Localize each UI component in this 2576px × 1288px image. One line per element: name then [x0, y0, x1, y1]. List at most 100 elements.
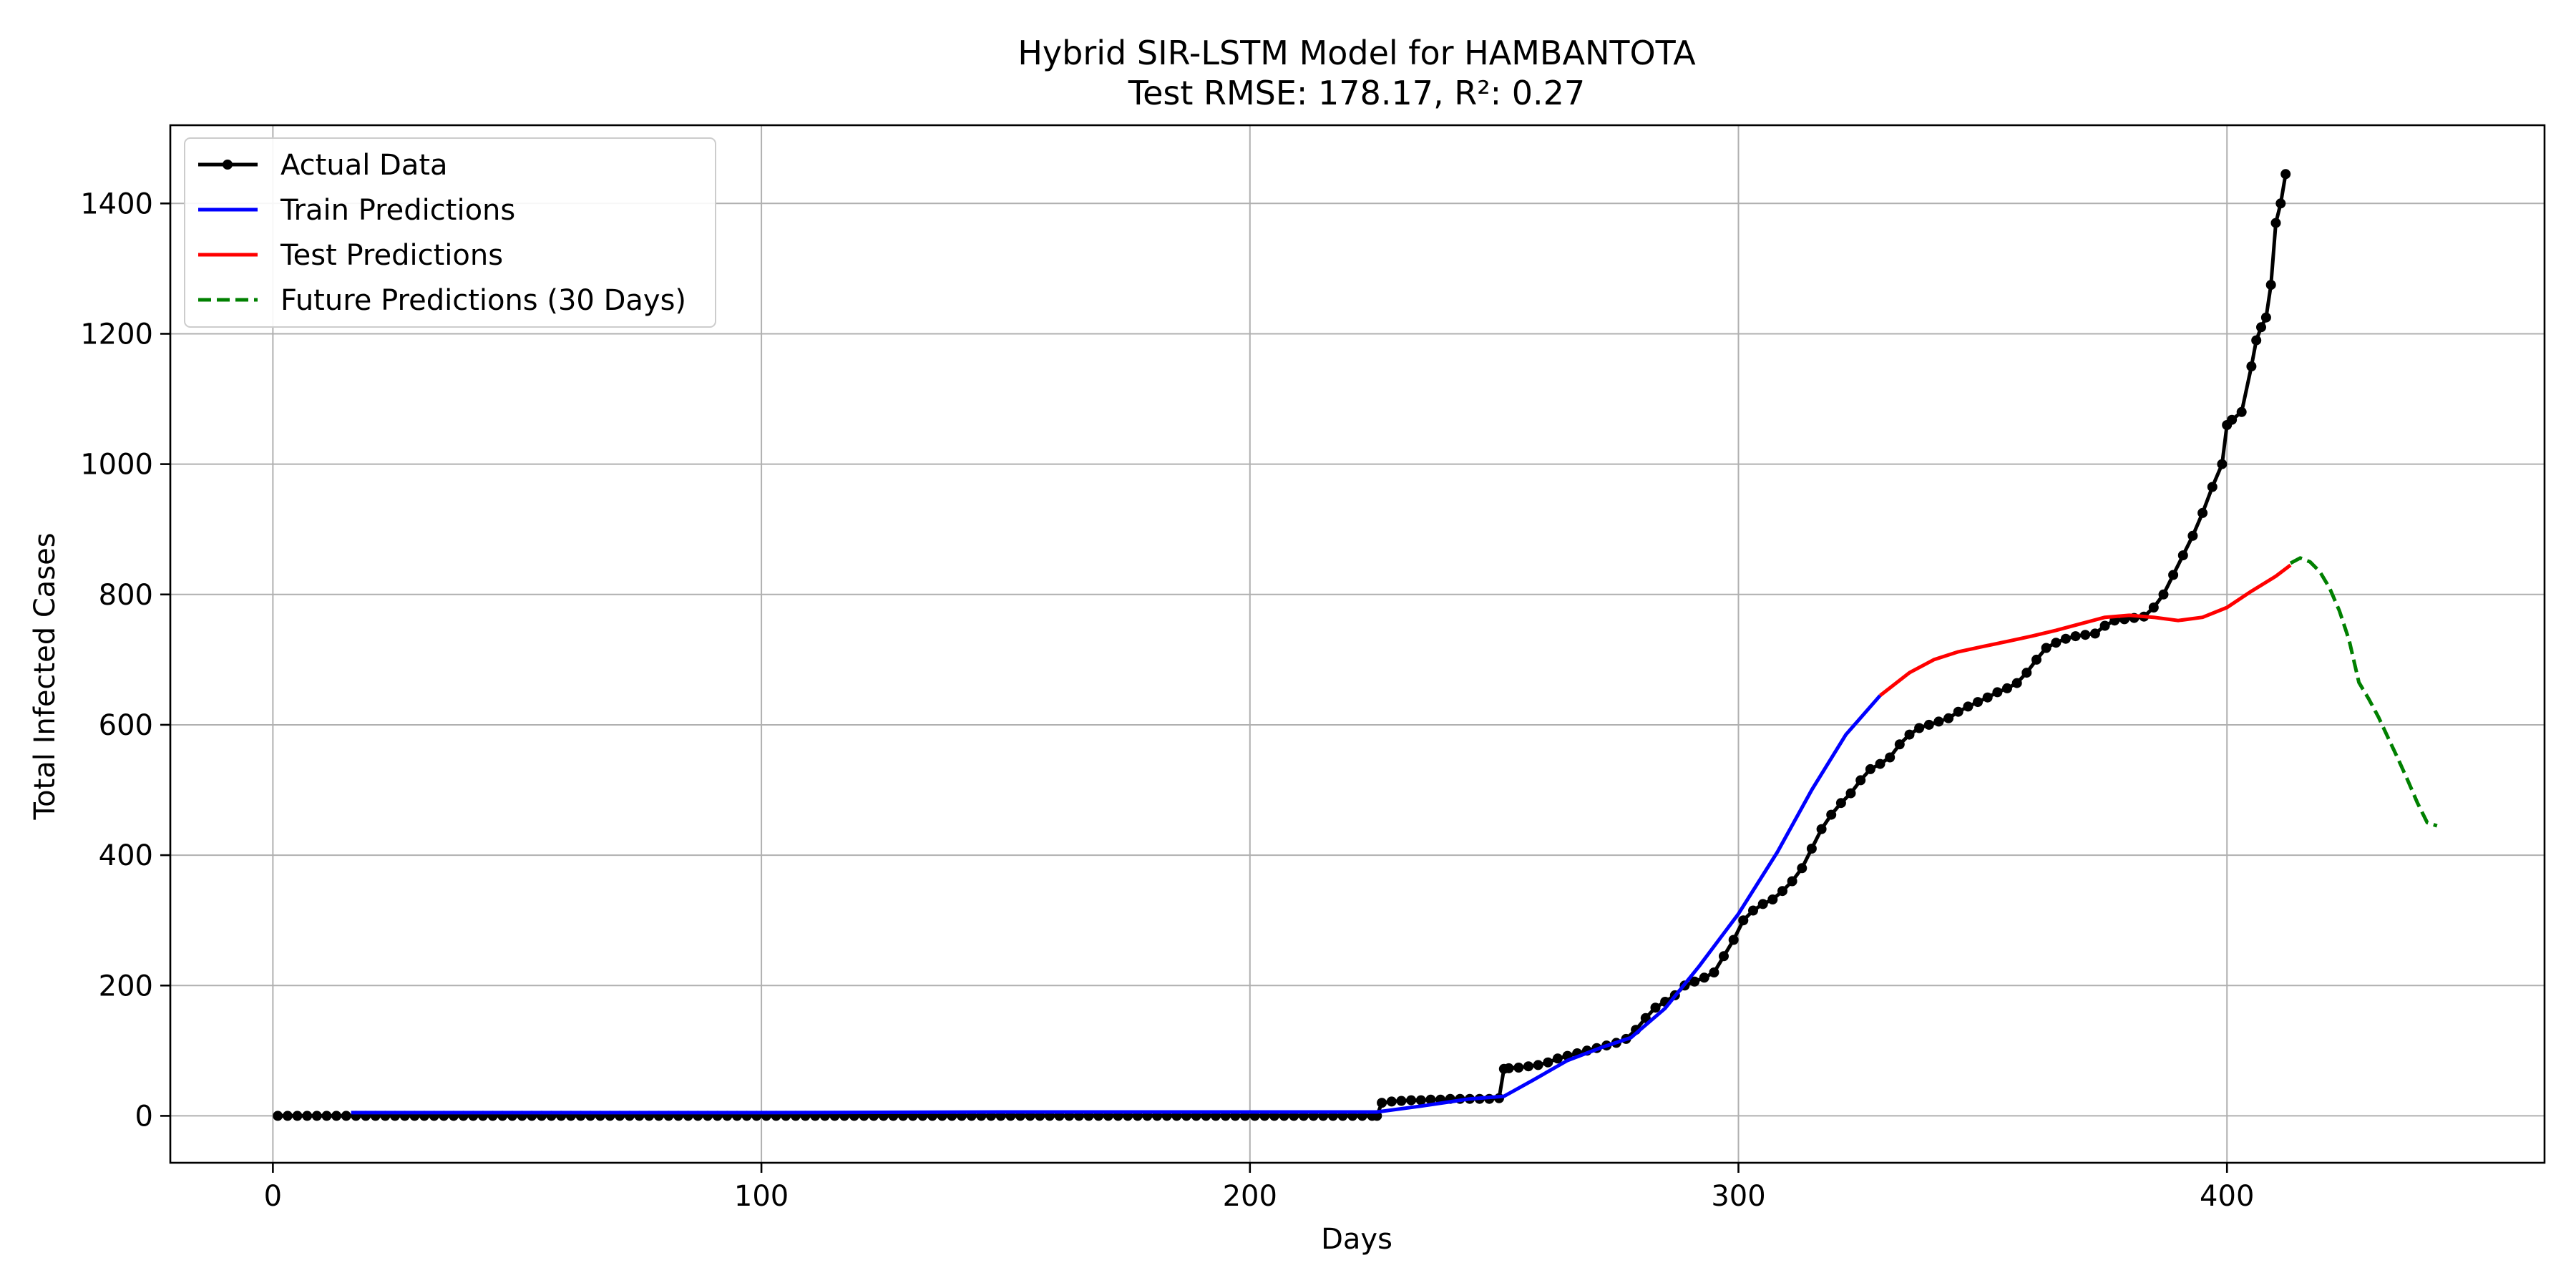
- series-line-future-predictions-30-days: [2289, 556, 2438, 828]
- legend-label-train-predictions: Train Predictions: [280, 194, 515, 227]
- data-point-actual-data: [1826, 809, 1837, 820]
- data-point-actual-data: [1406, 1095, 1417, 1106]
- data-point-actual-data: [2099, 620, 2110, 631]
- y-tick-label: 1200: [80, 318, 153, 351]
- data-point-actual-data: [2246, 361, 2257, 371]
- data-point-actual-data: [1728, 935, 1739, 945]
- data-point-actual-data: [1933, 716, 1944, 727]
- data-point-actual-data: [282, 1111, 293, 1121]
- data-point-actual-data: [1709, 967, 1719, 977]
- data-point-actual-data: [2227, 414, 2238, 425]
- data-point-actual-data: [1923, 719, 1934, 730]
- x-axis-label: Days: [1321, 1223, 1392, 1256]
- legend-label-test-predictions: Test Predictions: [280, 239, 503, 272]
- y-axis-label: Total Infected Cases: [29, 532, 62, 820]
- data-point-actual-data: [1552, 1053, 1563, 1064]
- data-point-actual-data: [1689, 976, 1700, 987]
- data-point-actual-data: [2011, 678, 2022, 688]
- data-point-actual-data: [1845, 788, 1856, 799]
- data-point-actual-data: [2187, 530, 2198, 541]
- y-tick-label: 200: [99, 970, 153, 1002]
- series-line-test-predictions: [1878, 563, 2292, 697]
- data-point-actual-data: [2270, 218, 2281, 228]
- data-point-actual-data: [2251, 335, 2262, 346]
- x-tick-label: 200: [1223, 1180, 1277, 1213]
- data-point-actual-data: [1835, 798, 1846, 809]
- x-tick-label: 400: [2200, 1180, 2254, 1213]
- data-point-actual-data: [2070, 631, 2081, 642]
- data-point-actual-data: [1415, 1095, 1426, 1106]
- legend-label-actual-data: Actual Data: [280, 149, 448, 182]
- series-line-train-predictions: [351, 694, 1882, 1115]
- data-point-actual-data: [1914, 723, 1925, 733]
- data-point-actual-data: [1816, 824, 1827, 834]
- data-point-actual-data: [1865, 763, 1875, 774]
- data-point-actual-data: [1963, 701, 1974, 712]
- data-point-actual-data: [1386, 1096, 1397, 1107]
- data-point-actual-data: [1748, 905, 1758, 916]
- data-point-actual-data: [321, 1111, 332, 1121]
- data-point-actual-data: [331, 1111, 342, 1121]
- data-point-actual-data: [1425, 1094, 1436, 1105]
- data-point-actual-data: [2275, 198, 2286, 209]
- data-point-actual-data: [1894, 739, 1905, 750]
- x-tick-label: 100: [734, 1180, 789, 1213]
- data-point-actual-data: [1982, 692, 1993, 703]
- data-point-actual-data: [1777, 886, 1787, 897]
- data-point-actual-data: [2236, 406, 2247, 417]
- data-point-actual-data: [1377, 1098, 1387, 1108]
- data-point-actual-data: [2168, 570, 2179, 580]
- data-point-actual-data: [1513, 1063, 1524, 1073]
- data-point-actual-data: [2031, 654, 2041, 665]
- data-point-actual-data: [341, 1111, 351, 1121]
- y-tick-label: 800: [99, 579, 153, 612]
- data-point-actual-data: [273, 1111, 283, 1121]
- data-point-actual-data: [1767, 894, 1778, 904]
- data-point-actual-data: [1523, 1061, 1533, 1072]
- data-point-actual-data: [2158, 589, 2169, 600]
- data-point-actual-data: [2060, 633, 2071, 644]
- chart-title: Hybrid SIR-LSTM Model for HAMBANTOTA: [1018, 34, 1696, 72]
- legend: Actual Data Train Predictions Test Predi…: [184, 137, 716, 328]
- data-point-actual-data: [2041, 643, 2051, 653]
- data-point-actual-data: [1904, 729, 1915, 740]
- grid: [170, 125, 2545, 1163]
- data-point-actual-data: [1855, 775, 1866, 786]
- y-tick-label: 600: [99, 709, 153, 742]
- data-point-actual-data: [311, 1111, 322, 1121]
- data-point-actual-data: [2207, 482, 2218, 492]
- data-point-actual-data: [1797, 863, 1807, 874]
- data-point-actual-data: [292, 1111, 303, 1121]
- data-point-actual-data: [1503, 1063, 1514, 1073]
- data-point-actual-data: [1787, 876, 1797, 887]
- data-point-actual-data: [302, 1111, 313, 1121]
- series-layer: [273, 169, 2438, 1121]
- data-point-actual-data: [2051, 638, 2062, 648]
- data-point-actual-data: [2256, 322, 2266, 333]
- axis-ticks: 0 100 200 300 400 0 200 400 600 800 1000 1200 1400: [80, 187, 2254, 1213]
- data-point-actual-data: [1699, 972, 1709, 983]
- legend-label-future-predictions: Future Predictions (30 Days): [280, 284, 686, 317]
- x-tick-label: 300: [1711, 1180, 1765, 1213]
- y-tick-label: 400: [99, 839, 153, 872]
- data-point-actual-data: [2197, 507, 2208, 518]
- data-point-actual-data: [2080, 630, 2091, 640]
- data-point-actual-data: [1396, 1096, 1407, 1106]
- data-point-actual-data: [1943, 713, 1954, 723]
- y-tick-label: 1000: [80, 449, 153, 482]
- data-point-actual-data: [1738, 915, 1749, 926]
- data-point-actual-data: [1885, 752, 1896, 763]
- data-point-actual-data: [2265, 280, 2276, 291]
- legend-marker-actual-data: [223, 160, 233, 170]
- data-point-actual-data: [2002, 683, 2012, 693]
- data-point-actual-data: [1806, 844, 1817, 854]
- x-tick-label: 0: [264, 1180, 282, 1213]
- data-point-actual-data: [1757, 899, 1768, 909]
- data-point-actual-data: [1533, 1060, 1543, 1070]
- chart-subtitle: Test RMSE: 178.17, R²: 0.27: [1128, 74, 1585, 112]
- data-point-actual-data: [1719, 951, 1729, 962]
- data-point-actual-data: [2217, 459, 2228, 469]
- axes-frame: [169, 124, 2546, 1164]
- legend-box: [184, 137, 716, 328]
